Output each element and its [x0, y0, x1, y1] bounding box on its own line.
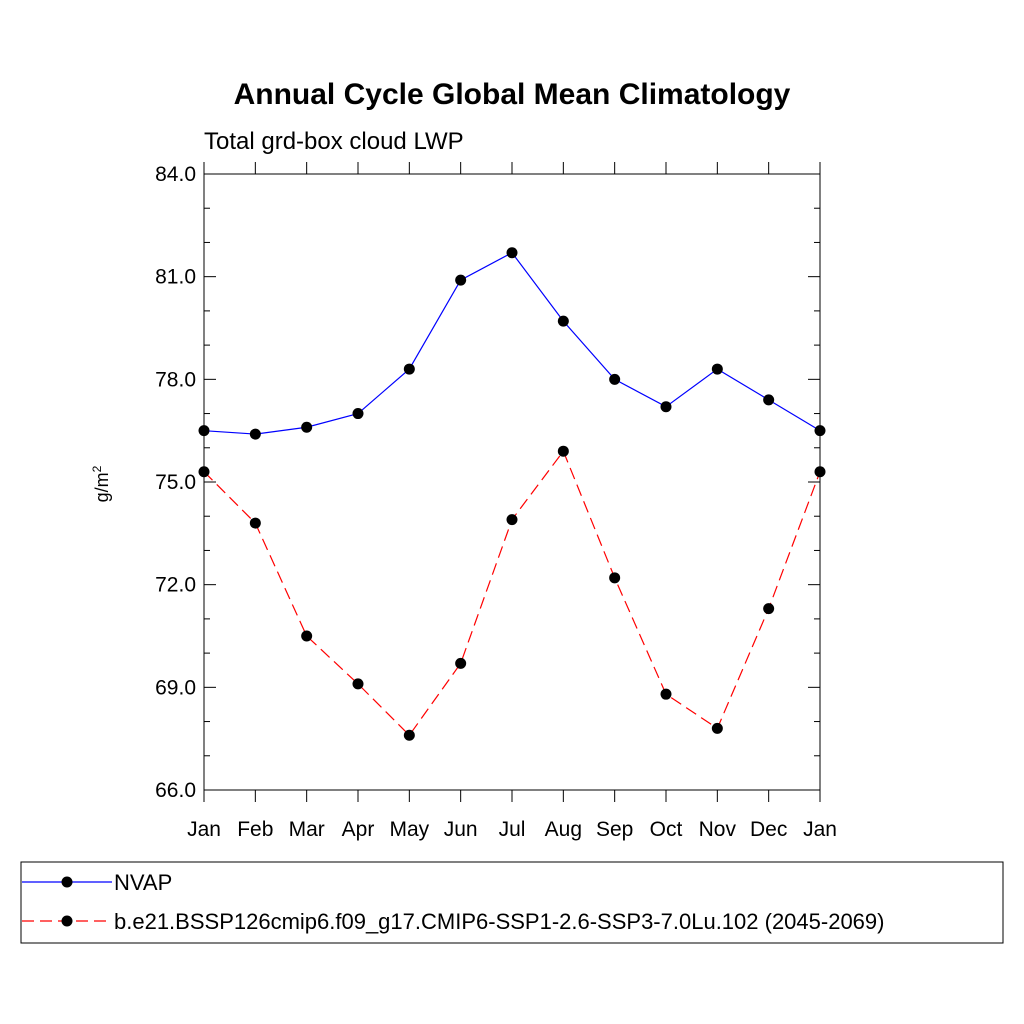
data-point-s1	[352, 408, 364, 420]
data-point-s1	[506, 247, 518, 259]
axes: 66.0 69.0 72.0 75.0 78.0 81.0 84.0 Jan Feb Mar Apr…	[155, 162, 837, 841]
series-line-2	[203, 449, 821, 737]
legend-label-1: NVAP	[114, 870, 172, 895]
data-point-s1	[814, 425, 826, 437]
data-point-s2	[352, 678, 364, 690]
data-point-s1	[249, 428, 261, 440]
x-tick-label: Dec	[750, 818, 787, 841]
data-point-s2	[660, 688, 672, 700]
data-point-s1	[609, 373, 621, 385]
x-tick-label: May	[389, 818, 429, 841]
legend-marker-1	[61, 876, 73, 888]
x-tick-label: Sep	[596, 818, 633, 841]
data-point-s1	[660, 401, 672, 413]
data-point-s2	[609, 572, 621, 584]
x-tick-label: Oct	[650, 818, 683, 841]
y-axis-label-superscript: 2	[90, 465, 104, 472]
x-tick-label: Jul	[499, 818, 526, 841]
y-tick-label: 84.0	[155, 163, 196, 186]
data-point-s1	[301, 421, 313, 433]
data-point-s2	[711, 722, 723, 734]
data-point-s2	[249, 517, 261, 529]
data-point-s2	[763, 603, 775, 615]
x-tick-label: Jan	[187, 818, 221, 841]
y-tick-label: 66.0	[155, 779, 196, 802]
chart-title: Annual Cycle Global Mean Climatology	[234, 78, 791, 111]
data-point-s1	[403, 363, 415, 375]
y-axis-label: g/m2	[90, 465, 112, 502]
plot-frame	[203, 173, 821, 791]
data-point-s2	[455, 657, 467, 669]
svg-text:g/m2: g/m2	[90, 465, 112, 502]
y-tick-label: 75.0	[155, 471, 196, 494]
x-tick-label: Feb	[237, 818, 273, 841]
data-point-s1	[557, 315, 569, 327]
data-point-s2	[814, 466, 826, 478]
data-point-s2	[557, 445, 569, 457]
x-tick-label: Jan	[803, 818, 837, 841]
legend-box	[20, 861, 1004, 944]
data-point-s1	[198, 425, 210, 437]
x-tick-label: Mar	[289, 818, 325, 841]
x-tick-label: Nov	[699, 818, 737, 841]
series-group	[198, 247, 826, 741]
data-point-s2	[301, 630, 313, 642]
x-tick-label: Jun	[444, 818, 478, 841]
legend: NVAP b.e21.BSSP126cmip6.f09_g17.CMIP6-SSP…	[22, 870, 884, 934]
x-tick-label: Apr	[342, 818, 375, 841]
chart-subtitle: Total grd-box cloud LWP	[204, 128, 464, 155]
x-tick-label: Aug	[545, 818, 582, 841]
y-tick-label: 78.0	[155, 368, 196, 391]
y-tick-label: 69.0	[155, 676, 196, 699]
series-line-1	[203, 251, 821, 435]
data-point-s1	[711, 363, 723, 375]
legend-label-2: b.e21.BSSP126cmip6.f09_g17.CMIP6-SSP1-2.…	[114, 909, 884, 934]
data-point-s2	[403, 729, 415, 741]
data-point-s1	[763, 394, 775, 406]
legend-marker-2	[61, 915, 73, 927]
y-axis-label-text: g/m	[92, 472, 112, 502]
data-point-s2	[506, 514, 518, 526]
data-point-s2	[198, 466, 210, 478]
y-tick-label: 81.0	[155, 266, 196, 289]
data-point-s1	[455, 274, 467, 286]
y-tick-label: 72.0	[155, 574, 196, 597]
